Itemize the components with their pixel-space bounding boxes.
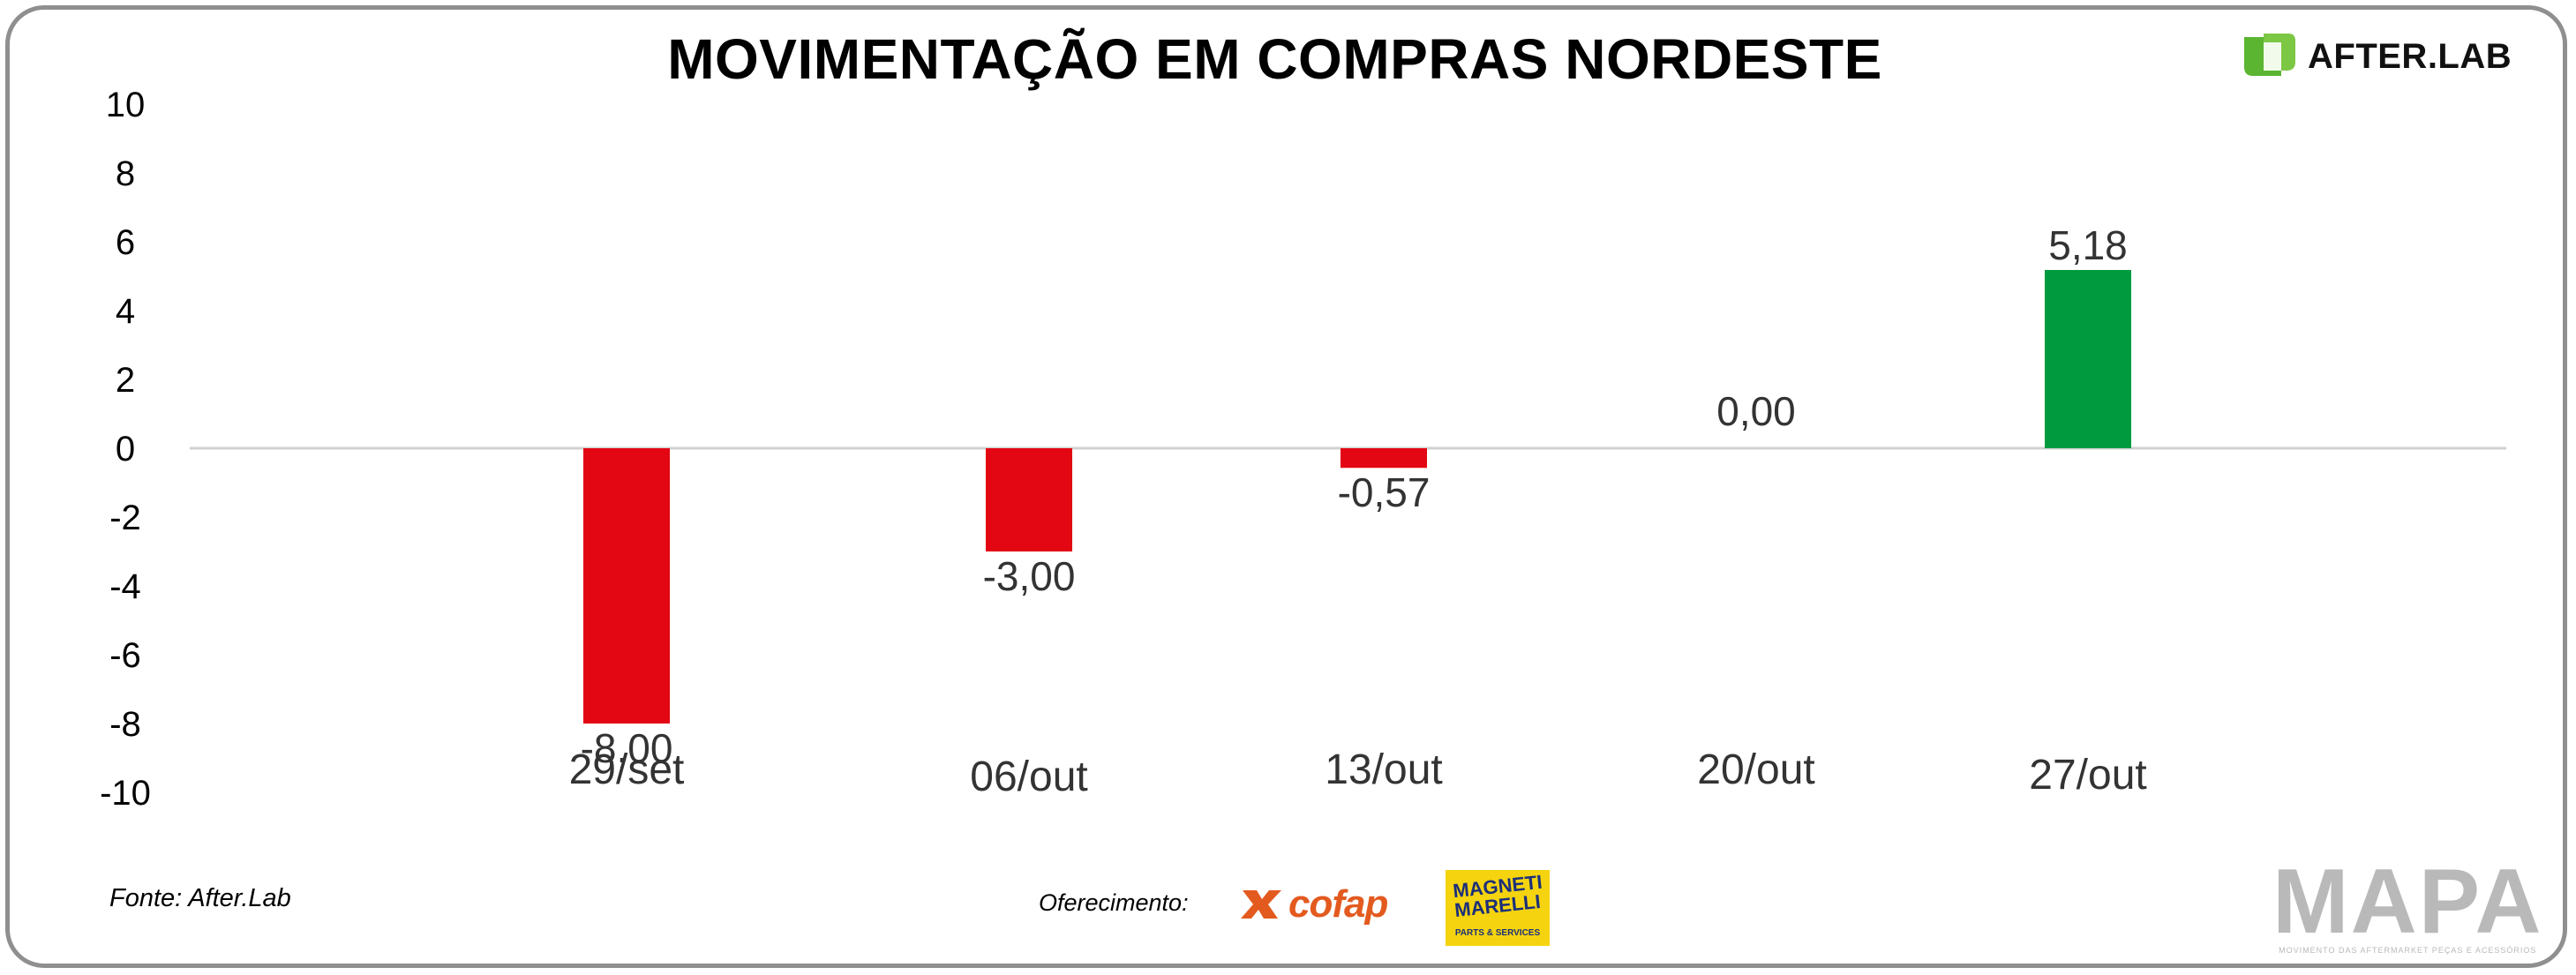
y-tick-label: 2 bbox=[116, 361, 135, 400]
y-tick-label: 4 bbox=[116, 292, 135, 331]
y-tick-label: -10 bbox=[100, 774, 151, 813]
y-tick-label: 0 bbox=[116, 430, 135, 469]
bar bbox=[2045, 269, 2131, 448]
source-note: Fonte: After.Lab bbox=[109, 884, 291, 912]
bar bbox=[583, 448, 670, 724]
y-tick-label: 6 bbox=[116, 223, 135, 262]
bar-value-label: -8,00 bbox=[581, 725, 673, 771]
parts-services-label: PARTS & SERVICES bbox=[1454, 928, 1541, 938]
chart-title: MOVIMENTAÇÃO EM COMPRAS NORDESTE bbox=[667, 27, 1882, 91]
y-tick-label: -6 bbox=[109, 636, 141, 675]
y-tick-label: -8 bbox=[109, 705, 141, 744]
bar-value-label: 5,18 bbox=[2048, 222, 2128, 268]
y-tick-label: -2 bbox=[109, 499, 141, 537]
bar bbox=[1341, 448, 1427, 469]
after-lab-logo: AFTER.LAB bbox=[2237, 32, 2512, 81]
x-category-label: 20/out bbox=[1697, 746, 1814, 793]
mapa-tagline: MOVIMENTO DAS AFTERMARKET PEÇAS E ACESSÓ… bbox=[2279, 946, 2537, 955]
y-tick-label: -4 bbox=[109, 567, 141, 606]
bar-value-label: -0,57 bbox=[1338, 469, 1431, 515]
bar-value-label: -3,00 bbox=[983, 553, 1076, 599]
cofap-x-icon bbox=[1241, 890, 1281, 919]
x-category-label: 06/out bbox=[970, 754, 1087, 800]
mapa-wordmark: MAPA bbox=[2272, 851, 2543, 953]
x-category-label: 13/out bbox=[1325, 746, 1442, 793]
after-lab-leaf-icon bbox=[2244, 34, 2295, 76]
y-tick-label: 10 bbox=[106, 86, 146, 124]
y-tick-label: 8 bbox=[116, 154, 135, 193]
mapa-logo: MAPA MOVIMENTO DAS AFTERMARKET PEÇAS E A… bbox=[2272, 851, 2543, 955]
magneti-marelli-logo: MAGNETI MARELLI PARTS & SERVICES bbox=[1446, 870, 1550, 946]
cofap-wordmark: cofap bbox=[1288, 882, 1388, 926]
x-category-label: 27/out bbox=[2029, 752, 2146, 799]
after-lab-wordmark: AFTER.LAB bbox=[2308, 36, 2512, 76]
bar-value-label: 0,00 bbox=[1716, 388, 1796, 434]
cofap-logo: cofap bbox=[1239, 882, 1388, 926]
sponsor-label: Oferecimento: bbox=[1039, 889, 1189, 916]
x-category-label: 29/set bbox=[569, 746, 685, 793]
chart-frame bbox=[5, 5, 2567, 968]
bar bbox=[986, 448, 1072, 551]
